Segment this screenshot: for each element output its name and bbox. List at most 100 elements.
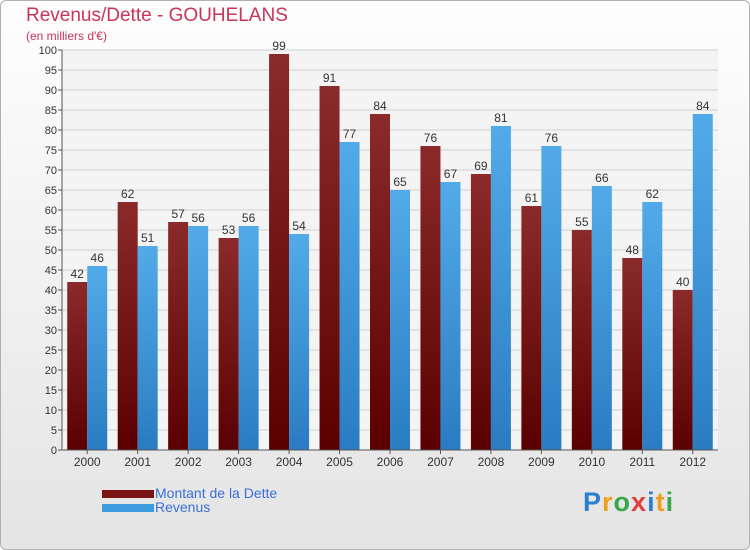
legend-label-debt: Montant de la Dette — [155, 485, 278, 501]
y-tick-label: 40 — [45, 285, 57, 297]
legend-swatch-revenus — [102, 504, 154, 512]
revenus-bar — [137, 246, 158, 450]
x-tick-label: 2002 — [175, 455, 202, 469]
chart-subtitle: (en milliers d'€) — [26, 29, 107, 43]
y-tick-label: 55 — [45, 225, 57, 237]
x-tick-label: 2000 — [74, 455, 101, 469]
logo-letter: i — [647, 487, 656, 517]
y-tick-label: 50 — [45, 245, 57, 257]
y-tick-label: 0 — [51, 445, 57, 457]
debt-bar — [470, 174, 491, 450]
revenus-value-label: 56 — [242, 211, 256, 225]
y-tick-label: 5 — [51, 425, 57, 437]
proxiti-logo: Proxiti — [583, 487, 674, 518]
x-tick-label: 2012 — [679, 455, 706, 469]
debt-bar — [571, 230, 592, 450]
x-tick-label: 2007 — [427, 455, 454, 469]
y-tick-label: 30 — [45, 325, 57, 337]
debt-value-label: 84 — [373, 99, 387, 113]
revenus-bar — [188, 226, 209, 450]
x-tick-label: 2008 — [478, 455, 505, 469]
debt-value-label: 99 — [272, 39, 286, 53]
x-tick-label: 2005 — [326, 455, 353, 469]
debt-value-label: 57 — [171, 207, 185, 221]
logo-letter: P — [583, 487, 603, 517]
debt-value-label: 91 — [323, 71, 337, 85]
debt-bar — [370, 114, 390, 450]
y-tick-label: 35 — [45, 305, 57, 317]
logo-letter: r — [602, 487, 614, 517]
revenus-bar — [390, 190, 410, 450]
revenus-value-label: 84 — [696, 99, 710, 113]
debt-value-label: 55 — [575, 215, 589, 229]
debt-value-label: 42 — [71, 267, 85, 281]
debt-value-label: 62 — [121, 187, 135, 201]
x-tick-label: 2010 — [578, 455, 605, 469]
debt-bar — [117, 202, 138, 450]
legend-swatch-debt — [102, 490, 154, 498]
y-tick-label: 25 — [45, 345, 57, 357]
revenus-bar — [642, 202, 663, 450]
debt-value-label: 40 — [676, 275, 690, 289]
revenus-value-label: 54 — [292, 219, 306, 233]
logo-letter: x — [631, 487, 648, 517]
x-tick-label: 2009 — [528, 455, 555, 469]
legend-label-revenus: Revenus — [155, 499, 211, 515]
revenus-bar — [238, 226, 259, 450]
debt-bar — [672, 290, 693, 450]
x-tick-label: 2006 — [377, 455, 404, 469]
revenus-value-label: 62 — [646, 187, 660, 201]
logo-letter: o — [613, 487, 632, 517]
revenus-bar — [490, 126, 511, 450]
x-tick-label: 2004 — [276, 455, 303, 469]
debt-bar — [521, 206, 542, 450]
debt-bar — [269, 54, 290, 450]
y-tick-label: 80 — [45, 125, 57, 137]
debt-value-label: 61 — [525, 191, 539, 205]
y-tick-label: 100 — [39, 45, 57, 57]
revenus-value-label: 76 — [545, 131, 559, 145]
x-tick-label: 2011 — [629, 455, 655, 469]
y-tick-label: 85 — [45, 105, 57, 117]
debt-bar — [168, 222, 189, 450]
debt-bar — [67, 282, 88, 450]
y-tick-label: 65 — [45, 185, 57, 197]
revenus-value-label: 46 — [91, 251, 105, 265]
revenus-bar — [692, 114, 713, 450]
y-tick-label: 10 — [45, 405, 57, 417]
y-tick-label: 15 — [45, 385, 57, 397]
revenus-value-label: 51 — [141, 231, 155, 245]
revenus-value-label: 66 — [595, 171, 609, 185]
y-tick-label: 70 — [45, 165, 57, 177]
debt-bar — [622, 258, 643, 450]
revenus-value-label: 67 — [444, 167, 458, 181]
debt-bar — [319, 86, 340, 450]
x-tick-label: 2003 — [225, 455, 252, 469]
chart-title: Revenus/Dette - GOUHELANS — [26, 5, 288, 26]
logo-letter: t — [655, 487, 666, 517]
revenus-bar — [591, 186, 612, 450]
revenus-bar — [289, 234, 310, 450]
logo-letter: i — [665, 487, 675, 517]
revenus-value-label: 65 — [393, 175, 407, 189]
debt-value-label: 76 — [424, 131, 438, 145]
debt-value-label: 69 — [474, 159, 488, 173]
debt-value-label: 53 — [222, 223, 236, 237]
revenus-bar — [87, 266, 108, 450]
debt-bar — [218, 238, 239, 450]
revenus-value-label: 56 — [191, 211, 205, 225]
revenus-bar — [339, 142, 360, 450]
y-tick-label: 20 — [45, 365, 57, 377]
revenus-bar — [440, 182, 461, 450]
revenus-bar — [541, 146, 562, 450]
y-tick-label: 45 — [45, 265, 57, 277]
debt-value-label: 48 — [626, 243, 640, 257]
revenus-value-label: 81 — [494, 111, 508, 125]
debt-bar — [420, 146, 441, 450]
revenus-value-label: 77 — [343, 127, 357, 141]
x-tick-label: 2001 — [124, 455, 151, 469]
y-tick-label: 75 — [45, 145, 57, 157]
y-tick-label: 60 — [45, 205, 57, 217]
y-tick-label: 90 — [45, 85, 57, 97]
